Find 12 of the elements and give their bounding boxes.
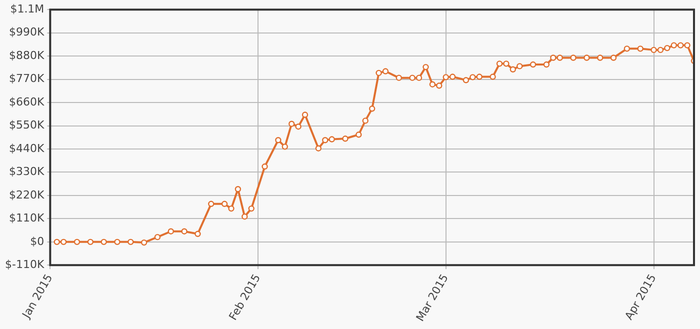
y-tick-label: $220K bbox=[8, 188, 45, 202]
y-tick-label: $-110K bbox=[4, 258, 45, 272]
y-tick-label: $110K bbox=[8, 212, 45, 225]
y-tick-label: $770K bbox=[8, 72, 45, 86]
y-tick-label: $880K bbox=[8, 48, 45, 62]
y-tick-label: $1.1M bbox=[10, 2, 44, 16]
y-tick-label: $440K bbox=[8, 142, 45, 155]
y-tick-label: $330K bbox=[8, 165, 45, 178]
y-tick-label: $990K bbox=[8, 26, 45, 39]
y-tick-label: $660K bbox=[8, 95, 45, 108]
y-tick-label: $0 bbox=[30, 234, 44, 248]
y-tick-label: $550K bbox=[8, 118, 45, 132]
